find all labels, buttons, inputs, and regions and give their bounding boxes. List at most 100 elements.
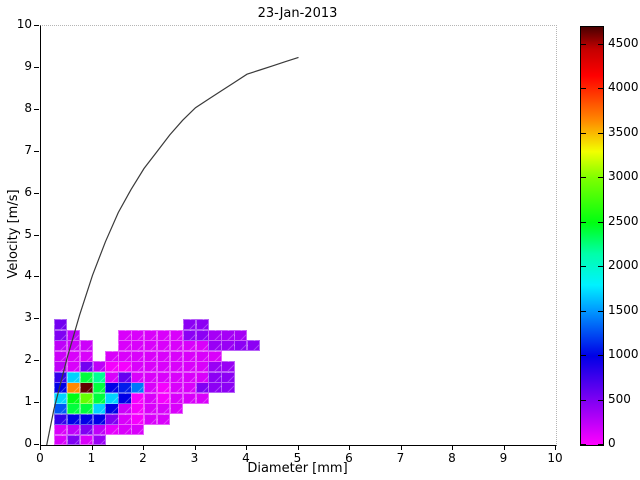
colorbar-tick-label: 0 — [608, 436, 616, 450]
heatmap-cell — [195, 329, 209, 341]
heatmap-cell — [169, 392, 184, 404]
colorbar-tick-mark — [581, 399, 586, 401]
colorbar-tick-mark — [581, 132, 586, 134]
heatmap-cell — [131, 424, 145, 436]
plot-title: 23-Jan-2013 — [257, 6, 338, 21]
heatmap-cell — [105, 424, 119, 436]
x-tick-mark — [40, 445, 41, 450]
heatmap-cell — [156, 413, 171, 425]
heatmap-cell — [105, 350, 119, 362]
colorbar-tick-label: 3500 — [608, 124, 639, 139]
y-tick-mark — [34, 150, 39, 152]
colorbar-tick-label: 1500 — [608, 302, 639, 317]
x-tick-mark — [349, 445, 350, 450]
colorbar-tick-mark — [581, 88, 586, 90]
heatmap-cell — [118, 329, 132, 341]
x-tick-label: 7 — [396, 451, 405, 465]
heatmap-cell — [221, 340, 235, 352]
colorbar-tick-mark — [598, 221, 603, 223]
heatmap-cell — [144, 350, 158, 362]
heatmap-cell — [53, 329, 68, 341]
heatmap-cell — [221, 382, 235, 394]
colorbar-tick-label: 2000 — [608, 258, 639, 273]
x-tick-label: 8 — [448, 451, 456, 465]
plot-area — [40, 25, 557, 446]
heatmap-cell — [105, 382, 119, 394]
colorbar-tick-label: 2500 — [608, 213, 639, 228]
heatmap-cell — [182, 361, 196, 373]
heatmap-cell — [169, 340, 184, 352]
heatmap-cell — [118, 340, 132, 352]
colorbar-tick-mark — [598, 88, 603, 90]
heatmap-cell — [221, 361, 235, 373]
heatmap-cell — [144, 361, 158, 373]
heatmap-cell — [92, 424, 106, 436]
y-tick-mark — [34, 234, 39, 236]
y-tick-mark — [34, 402, 39, 404]
heatmap-cell — [66, 382, 81, 394]
y-tick-label: 4 — [24, 268, 32, 283]
heatmap-cell — [92, 413, 106, 425]
x-tick-mark — [503, 445, 505, 450]
heatmap-cell — [105, 371, 119, 383]
heatmap-cell — [182, 329, 196, 341]
y-axis-label: Velocity [m/s] — [6, 189, 21, 279]
heatmap-cell — [195, 361, 209, 373]
colorbar-tick-mark — [598, 177, 603, 179]
heatmap-cell — [53, 424, 68, 436]
colorbar-tick-label: 4000 — [608, 80, 639, 95]
heatmap-cell — [156, 361, 171, 373]
x-tick-mark — [143, 445, 144, 450]
heatmap-cell — [144, 413, 158, 425]
heatmap-cell — [79, 413, 93, 425]
heatmap-cell — [182, 371, 196, 383]
colorbar-tick-label: 1000 — [608, 347, 639, 362]
heatmap-cell — [105, 413, 119, 425]
x-tick-mark — [297, 445, 299, 450]
x-tick-label: 2 — [139, 451, 147, 465]
colorbar-tick-mark — [598, 355, 603, 357]
y-tick-mark — [34, 192, 39, 194]
heatmap-cell — [118, 403, 132, 415]
heatmap-cell — [169, 350, 184, 362]
heatmap-cell — [195, 319, 209, 331]
heatmap-cell — [221, 329, 235, 341]
y-tick-label: 5 — [24, 226, 32, 241]
y-tick-mark — [34, 360, 39, 362]
heatmap-cell — [195, 340, 209, 352]
heatmap-cell — [208, 329, 222, 341]
y-tick-mark — [34, 276, 39, 278]
heatmap-cell — [169, 361, 184, 373]
heatmap-cell — [156, 392, 171, 404]
heatmap-cell — [118, 361, 132, 373]
terminal-velocity-curve — [46, 56, 299, 446]
heatmap-cell — [118, 371, 132, 383]
x-tick-label: 4 — [242, 451, 250, 465]
heatmap-cell — [79, 371, 93, 383]
heatmap-cell — [208, 361, 222, 373]
heatmap-cell — [131, 392, 145, 404]
heatmap-cell — [208, 382, 222, 394]
heatmap-cell — [105, 361, 119, 373]
heatmap-cell — [156, 329, 171, 341]
heatmap-cell — [221, 371, 235, 383]
heatmap-cell — [195, 350, 209, 362]
colorbar-tick-label: 4500 — [608, 35, 639, 50]
colorbar-tick-mark — [581, 310, 586, 312]
heatmap-cell — [144, 329, 158, 341]
x-tick-mark — [555, 445, 556, 450]
heatmap-cell — [53, 319, 68, 331]
heatmap-cell — [131, 371, 145, 383]
heatmap-cell — [105, 392, 119, 404]
heatmap-cell — [92, 361, 106, 373]
colorbar-tick-label: 500 — [608, 391, 631, 406]
heatmap-cell — [66, 361, 81, 373]
heatmap-cell — [92, 403, 106, 415]
y-tick-mark — [34, 318, 39, 320]
colorbar-tick-mark — [581, 43, 586, 45]
heatmap-cell — [131, 350, 145, 362]
heatmap-cell — [156, 382, 171, 394]
y-tick-mark — [34, 66, 39, 68]
heatmap-cell — [208, 340, 222, 352]
heatmap-cell — [169, 371, 184, 383]
